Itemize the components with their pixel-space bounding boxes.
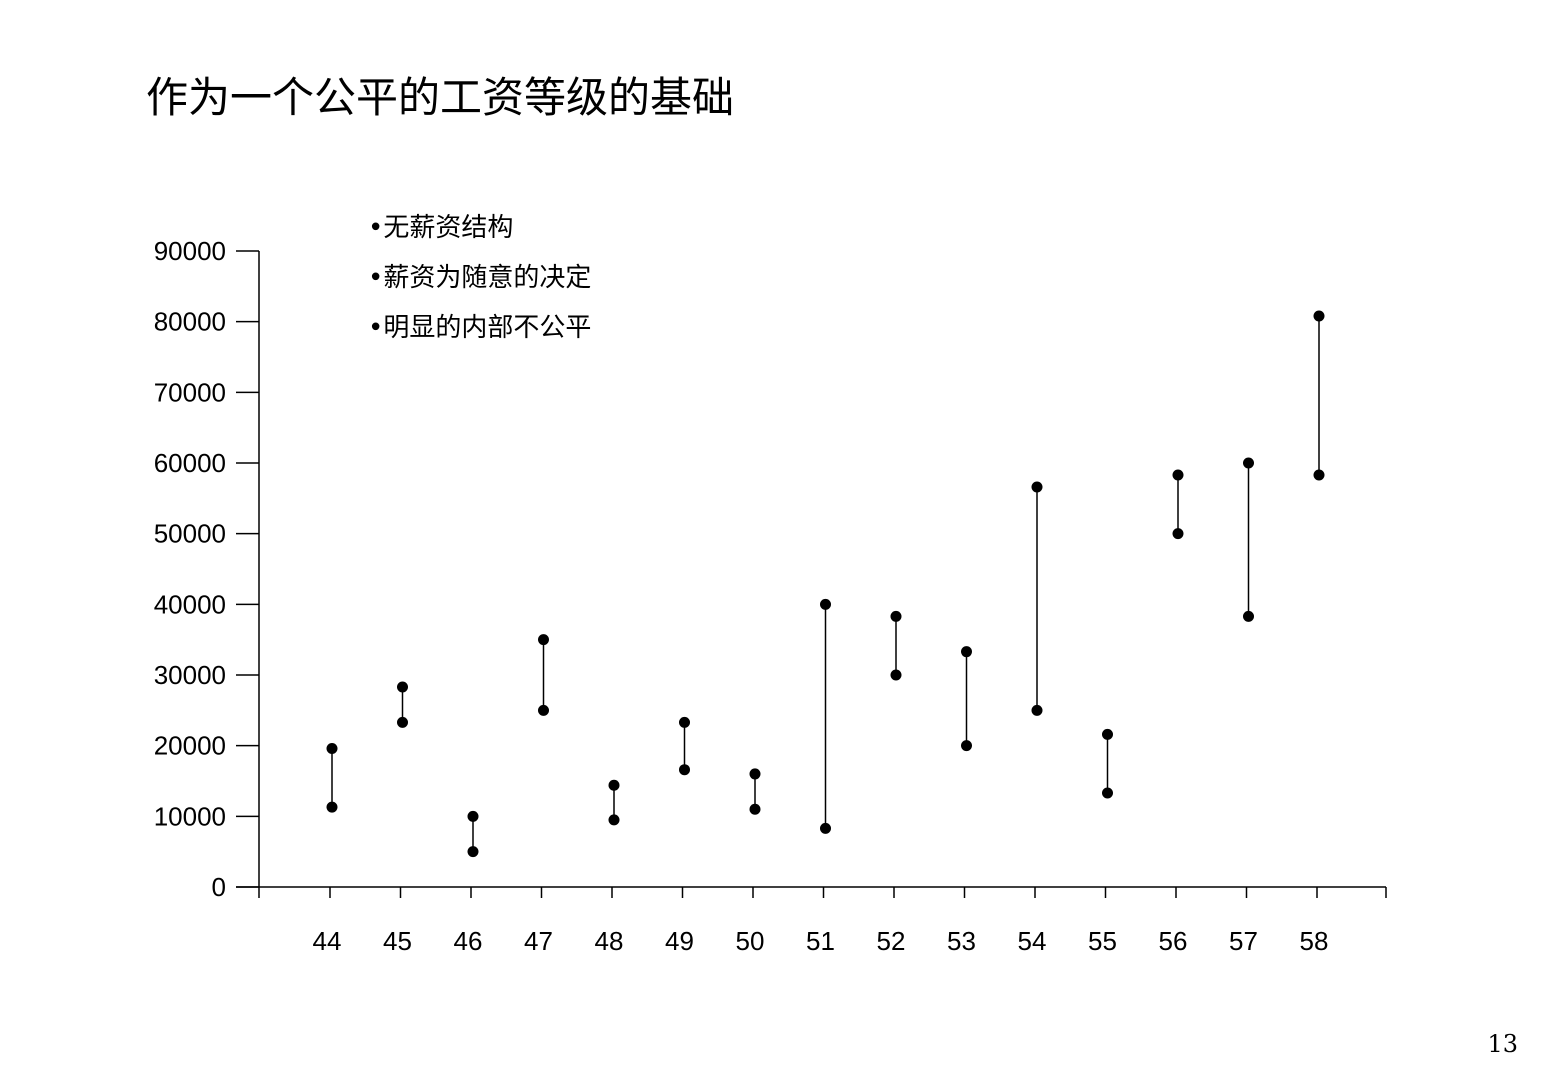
- high-salary-point: [749, 768, 761, 780]
- y-tick-label: 10000: [154, 801, 226, 831]
- x-tick-label: 57: [1229, 926, 1258, 956]
- low-salary-point: [679, 764, 690, 776]
- high-salary-point: [1243, 457, 1254, 469]
- y-tick-label: 0: [212, 872, 226, 902]
- low-salary-point: [890, 669, 902, 681]
- low-salary-point: [1102, 787, 1113, 799]
- low-salary-point: [1031, 704, 1043, 716]
- bullet-item: •明显的内部不公平: [368, 313, 592, 343]
- x-tick-label: 54: [1018, 926, 1047, 956]
- high-salary-point: [1313, 310, 1325, 322]
- low-salary-point: [1313, 469, 1325, 481]
- x-tick-label: 47: [524, 926, 553, 956]
- low-salary-point: [961, 740, 972, 752]
- bullet-item: •无薪资结构: [368, 213, 514, 243]
- x-tick-label: 46: [454, 926, 483, 956]
- high-salary-point: [679, 716, 690, 728]
- y-tick-label: 80000: [154, 307, 226, 337]
- low-salary-point: [749, 803, 761, 815]
- low-salary-point: [326, 801, 338, 813]
- x-tick-label: 44: [313, 926, 342, 956]
- high-salary-point: [961, 646, 972, 658]
- low-salary-point: [1243, 610, 1254, 622]
- y-tick-label: 20000: [154, 731, 226, 761]
- page-title: 作为一个公平的工资等级的基础: [146, 73, 735, 122]
- low-salary-point: [608, 814, 620, 826]
- x-tick-label: 51: [806, 926, 835, 956]
- bullet-item: •薪资为随意的决定: [368, 263, 592, 293]
- y-tick-label: 40000: [154, 589, 226, 619]
- low-salary-point: [467, 846, 479, 858]
- x-tick-label: 55: [1088, 926, 1117, 956]
- low-salary-point: [397, 716, 408, 728]
- x-tick-label: 52: [877, 926, 906, 956]
- high-salary-point: [608, 779, 620, 791]
- y-tick-label: 70000: [154, 377, 226, 407]
- low-salary-point: [1172, 528, 1184, 540]
- high-salary-point: [1172, 469, 1184, 481]
- x-tick-label: 58: [1300, 926, 1329, 956]
- y-tick-label: 50000: [154, 519, 226, 549]
- x-tick-label: 53: [947, 926, 976, 956]
- high-salary-point: [890, 610, 902, 622]
- bullet-list: •无薪资结构 •薪资为随意的决定 •明显的内部不公平: [368, 210, 591, 360]
- high-salary-point: [1102, 728, 1113, 740]
- x-tick-label: 48: [595, 926, 624, 956]
- x-tick-label: 45: [383, 926, 412, 956]
- y-tick-label: 90000: [154, 236, 226, 266]
- high-salary-point: [820, 598, 831, 610]
- low-salary-point: [820, 822, 831, 834]
- high-salary-point: [538, 634, 549, 646]
- page-number: 13: [1487, 1030, 1518, 1058]
- y-tick-label: 60000: [154, 448, 226, 478]
- high-salary-point: [326, 742, 338, 754]
- y-tick-label: 30000: [154, 660, 226, 690]
- high-salary-point: [467, 810, 479, 822]
- low-salary-point: [538, 704, 549, 716]
- high-salary-point: [397, 681, 408, 693]
- x-tick-label: 50: [736, 926, 765, 956]
- x-tick-label: 49: [665, 926, 694, 956]
- x-tick-label: 56: [1159, 926, 1188, 956]
- high-salary-point: [1031, 481, 1043, 493]
